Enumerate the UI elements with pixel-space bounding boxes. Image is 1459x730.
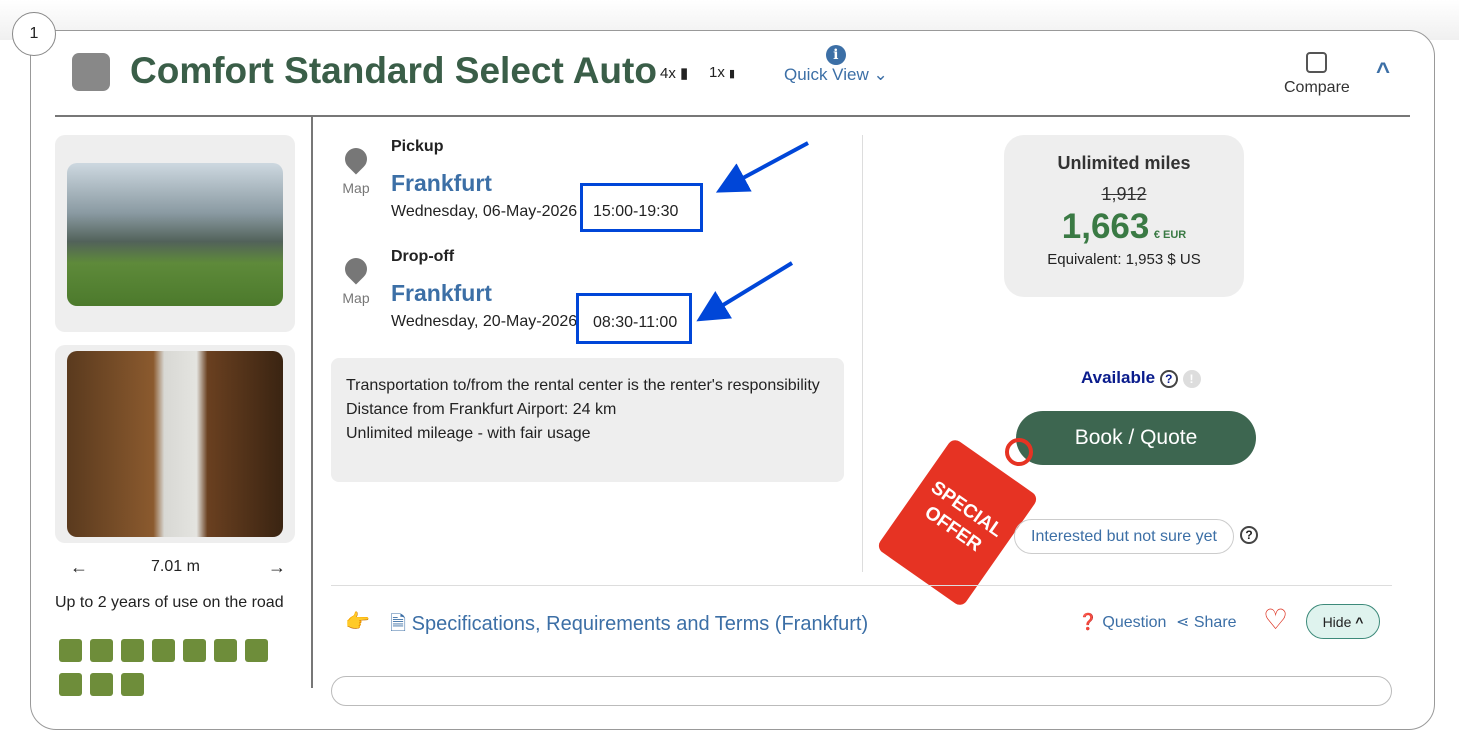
share-label: Share xyxy=(1193,614,1237,631)
vehicle-age: Up to 2 years of use on the road xyxy=(55,594,284,611)
automatic-icon xyxy=(59,639,82,662)
share-link[interactable]: ⋖ Share xyxy=(1176,612,1237,632)
share-icon: ⋖ xyxy=(1176,614,1190,631)
divider xyxy=(311,116,313,688)
pickup-city[interactable]: Frankfurt xyxy=(391,170,492,196)
map-label: Map xyxy=(342,290,370,306)
info-line: Distance from Frankfurt Airport: 24 km xyxy=(346,401,617,418)
children-count: 1x xyxy=(709,64,725,81)
map-label: Map xyxy=(342,180,370,196)
quick-view-button[interactable]: i Quick View ⌄ xyxy=(784,44,888,85)
divider xyxy=(55,115,1410,117)
dropoff-city[interactable]: Frankfurt xyxy=(391,280,492,306)
pointing-hand-icon: 👉 xyxy=(345,611,370,633)
cruise-icon xyxy=(121,639,144,662)
heart-icon[interactable]: ♡ xyxy=(1263,604,1289,635)
dropoff-map-link[interactable]: Map xyxy=(340,253,372,306)
child-icon: ▮ xyxy=(729,68,736,80)
arrow-icon xyxy=(696,261,794,322)
divider xyxy=(331,585,1392,586)
seats-icon xyxy=(152,639,175,662)
arrow-icon xyxy=(715,141,809,193)
pickup-map-link[interactable]: Map xyxy=(340,143,372,196)
current-price: 1,663 xyxy=(1061,207,1150,246)
dropoff-label: Drop-off xyxy=(391,248,455,265)
hide-button[interactable]: Hide ^ xyxy=(1306,604,1380,639)
alert-icon: ! xyxy=(1182,370,1201,388)
shower-icon xyxy=(121,673,144,696)
vehicle-title: Comfort Standard Select Auto xyxy=(130,50,657,91)
collapse-chevron-icon[interactable]: ^ xyxy=(1376,58,1391,85)
currency: € EUR xyxy=(1153,229,1187,241)
divider xyxy=(862,135,863,572)
children-capacity: 1x ▮ xyxy=(709,64,735,81)
help-icon[interactable]: ? xyxy=(1159,370,1178,388)
pickup-date: Wednesday, 06-May-2026 xyxy=(391,203,578,220)
chevron-down-icon: ⌄ xyxy=(873,65,888,84)
age-icon xyxy=(214,639,237,662)
photo-interior[interactable] xyxy=(55,345,295,543)
info-line: Transportation to/from the rental center… xyxy=(346,377,820,394)
pickup-label: Pickup xyxy=(391,138,444,155)
info-line: Unlimited mileage - with fair usage xyxy=(346,425,591,442)
map-pin-icon xyxy=(340,143,372,175)
direction-icon xyxy=(183,639,206,662)
compare-checkbox[interactable]: Compare xyxy=(1284,52,1350,97)
quick-view-label: Quick View xyxy=(784,65,869,84)
details-panel xyxy=(331,676,1392,706)
feature-icons xyxy=(59,639,309,707)
dropoff-time: 08:30-11:00 xyxy=(576,293,692,344)
adults-capacity: 4x ▮ xyxy=(660,64,688,82)
result-index: 1 xyxy=(12,12,56,56)
map-pin-icon xyxy=(340,253,372,285)
info-icon: i xyxy=(825,45,846,65)
question-icon: ❓ xyxy=(1078,614,1098,631)
specifications-link[interactable]: 🗎 Specifications, Requirements and Terms… xyxy=(390,609,868,643)
previous-photo-arrow-icon[interactable]: ← xyxy=(70,557,88,577)
availability-status: Available ? ! xyxy=(1081,368,1201,388)
hide-label: Hide xyxy=(1322,613,1352,630)
mileage-plan: Unlimited miles xyxy=(1057,153,1191,173)
original-price: 1,912 xyxy=(1101,184,1147,204)
adults-count: 4x xyxy=(660,65,676,82)
next-photo-arrow-icon[interactable]: → xyxy=(268,557,286,577)
vehicle-length: 7.01 m xyxy=(151,558,200,575)
adult-icon: ▮ xyxy=(680,65,689,82)
help-icon[interactable]: ? xyxy=(1240,526,1258,544)
price-box: Unlimited miles 1,912 1,663 € EUR Equiva… xyxy=(1004,135,1244,297)
pickup-time: 15:00-19:30 xyxy=(580,183,703,232)
book-quote-button[interactable]: Book / Quote xyxy=(1016,411,1256,465)
dropoff-date: Wednesday, 20-May-2026 xyxy=(391,313,578,330)
question-label: Question xyxy=(1102,614,1167,631)
price-equivalent: Equivalent: 1,953 $ US xyxy=(1047,251,1201,268)
wc-icon xyxy=(90,673,113,696)
new-icon xyxy=(245,639,268,662)
checkbox[interactable] xyxy=(1306,52,1328,73)
annotation-arrows xyxy=(696,141,809,322)
manual-icon xyxy=(90,639,113,662)
compare-label: Compare xyxy=(1284,79,1350,96)
tag-ring xyxy=(1005,438,1033,466)
interested-button[interactable]: Interested but not sure yet xyxy=(1014,519,1234,554)
availability-label: Available xyxy=(1081,368,1156,387)
family-icon xyxy=(59,673,82,696)
document-icon: 🗎 xyxy=(390,613,407,635)
specifications-label: Specifications, Requirements and Terms (… xyxy=(411,613,869,635)
motorhome-icon xyxy=(72,53,110,91)
chevron-up-icon: ^ xyxy=(1355,613,1364,630)
photo-exterior[interactable] xyxy=(55,135,295,332)
question-link[interactable]: ❓ Question xyxy=(1078,612,1166,632)
rental-info-box: Transportation to/from the rental center… xyxy=(331,358,844,482)
